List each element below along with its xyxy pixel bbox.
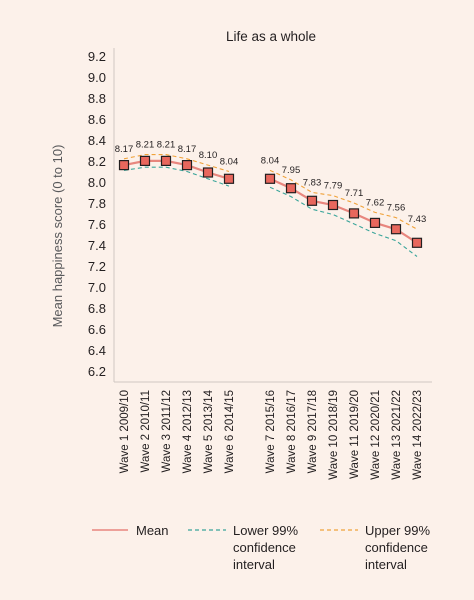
y-tick-labels: 9.2 9.0 8.8 8.6 8.4 8.2 8.0 7.8 7.6 7.4 7.2 7.0 6.8 6… (88, 49, 106, 379)
mean-point (390, 224, 402, 235)
data-label: 7.95 (282, 165, 301, 176)
data-labels: 8.17 8.21 8.21 8.178.108.04 8.047.957.83 7.79… (115, 140, 427, 226)
y-tick-label: 6.4 (88, 343, 106, 358)
series-line (269, 169, 418, 230)
mean-point (327, 199, 339, 211)
mean-point (285, 183, 297, 194)
mean-point (202, 167, 214, 178)
data-label: 8.04 (220, 157, 239, 168)
data-label: 7.71 (345, 188, 364, 199)
mean-point (223, 173, 235, 184)
y-tick-label: 8.4 (88, 133, 106, 148)
data-label: 8.21 (136, 140, 155, 151)
y-tick-label: 6.2 (88, 364, 106, 379)
y-tick-label: 7.0 (88, 280, 106, 295)
y-tick-label: 8.8 (88, 91, 106, 106)
y-tick-label: 7.6 (88, 217, 106, 232)
chart-title: Life as a whole (226, 29, 316, 44)
x-tick-labels: Wave 1 2009/10 Wave 2 2010/11 Wave 3 2011/… (119, 389, 424, 479)
series-line (123, 159, 230, 180)
series-lower-ci (123, 166, 418, 257)
x-tick-label: Wave 12 2020/21 (370, 390, 382, 480)
y-axis-label: Mean happiness score (0 to 10) (50, 145, 65, 328)
series-line (269, 186, 418, 257)
legend-upper-label-line2: confidence (365, 540, 428, 555)
data-label: 7.83 (303, 177, 322, 188)
x-tick-label: Wave 4 2012/13 (182, 390, 194, 473)
data-label: 8.17 (178, 144, 197, 155)
y-tick-label: 6.8 (88, 301, 106, 316)
mean-point (118, 160, 130, 171)
x-tick-label: Wave 13 2021/22 (391, 390, 403, 480)
y-tick-label: 6.6 (88, 322, 106, 337)
x-tick-label: Wave 9 2017/18 (307, 390, 319, 473)
mean-point (348, 208, 360, 219)
x-tick-label: Wave 6 2014/15 (224, 390, 236, 473)
data-label: 7.62 (366, 197, 385, 208)
data-label: 8.17 (115, 144, 134, 155)
series-upper-ci (123, 154, 418, 230)
x-tick-label: Wave 1 2009/10 (119, 390, 131, 473)
y-tick-label: 8.6 (88, 112, 106, 127)
y-tick-label: 7.2 (88, 259, 106, 274)
x-tick-label: Wave 8 2016/17 (286, 390, 298, 473)
x-tick-label: Wave 2 2010/11 (140, 390, 152, 472)
mean-markers (118, 155, 423, 248)
y-tick-label: 8.0 (88, 175, 106, 190)
data-label: 7.56 (387, 203, 406, 214)
y-tick-label: 7.4 (88, 238, 106, 253)
y-tick-label: 9.0 (88, 70, 106, 85)
data-label: 8.04 (261, 155, 280, 166)
mean-point (369, 217, 381, 228)
mean-point (139, 155, 151, 166)
x-tick-label: Wave 5 2013/14 (203, 389, 215, 473)
x-tick-label: Wave 11 2019/20 (349, 390, 361, 479)
mean-point (411, 237, 423, 248)
x-tick-label: Wave 7 2015/16 (265, 390, 277, 473)
mean-point (306, 195, 318, 206)
data-label: 8.21 (157, 140, 176, 151)
x-tick-label: Wave 14 2022/23 (412, 390, 424, 480)
mean-point (264, 173, 276, 184)
series-line (123, 154, 230, 173)
data-label: 7.79 (324, 181, 343, 192)
series-line (123, 166, 230, 187)
legend-lower-label-line2: confidence (233, 540, 296, 555)
legend-upper-label-line1: Upper 99% (365, 523, 430, 538)
y-tick-label: 9.2 (88, 49, 106, 64)
legend-lower-label-line3: interval (233, 557, 275, 572)
data-label: 8.10 (199, 150, 218, 161)
mean-point (160, 155, 172, 166)
mean-point (181, 160, 193, 171)
data-label: 7.43 (408, 214, 427, 225)
y-tick-label: 7.8 (88, 196, 106, 211)
legend: Mean Lower 99% confidence interval Upper… (92, 523, 430, 572)
legend-upper-label-line3: interval (365, 557, 407, 572)
legend-lower-label-line1: Lower 99% (233, 523, 298, 538)
y-tick-label: 8.2 (88, 154, 106, 169)
x-tick-label: Wave 10 2018/19 (328, 390, 340, 480)
x-tick-label: Wave 3 2011/12 (161, 390, 173, 472)
legend-mean-label: Mean (136, 523, 169, 538)
